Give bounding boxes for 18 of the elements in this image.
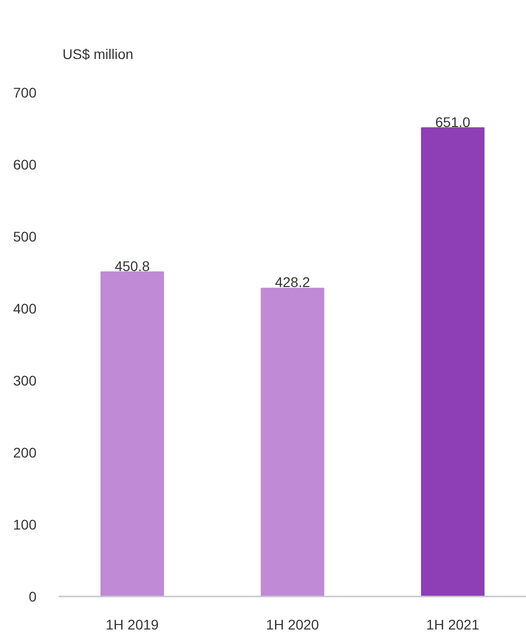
bar	[100, 271, 164, 596]
y-tick-label: 0	[28, 588, 37, 604]
x-tick-label: 1H 2020	[266, 616, 320, 632]
y-tick-label: 200	[13, 444, 37, 460]
y-tick-label: 700	[13, 84, 37, 100]
y-axis-title: US$ million	[62, 46, 134, 62]
bar	[421, 127, 485, 596]
data-label: 428.2	[274, 274, 310, 290]
y-tick-label: 300	[13, 372, 37, 388]
x-tick-label: 1H 2019	[106, 616, 159, 632]
x-tick-label: 1H 2021	[426, 616, 480, 632]
y-tick-label: 500	[13, 228, 37, 244]
y-tick-label: 600	[13, 156, 37, 172]
bar	[260, 288, 324, 596]
y-tick-label: 100	[13, 516, 37, 532]
data-label: 450.8	[114, 258, 150, 274]
y-tick-label: 400	[13, 300, 37, 316]
data-label: 651.0	[435, 114, 471, 130]
